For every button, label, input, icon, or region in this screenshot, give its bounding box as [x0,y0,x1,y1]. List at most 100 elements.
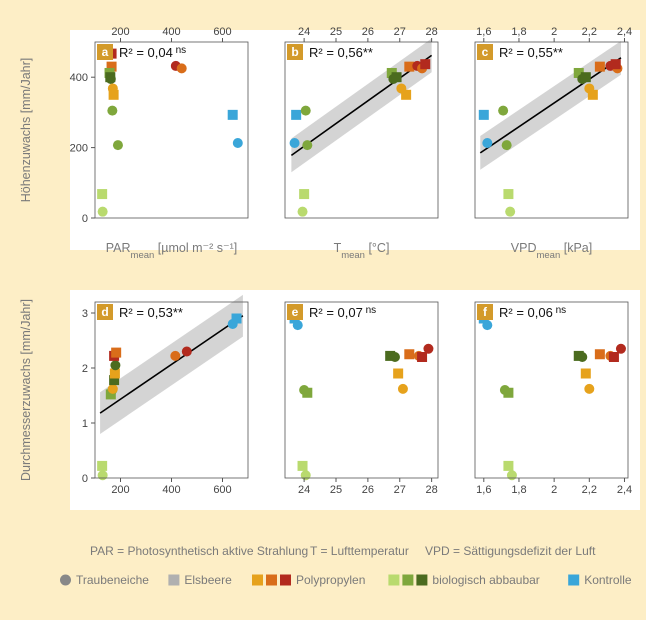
xtick: 2 [551,484,557,496]
xtick: 200 [111,26,129,38]
xtick: 2,4 [617,484,632,496]
point [611,59,621,69]
definition: T = Lufttemperatur [310,544,409,558]
panel-b: 2425262728Tmean [°C]bR² = 0,56** [260,26,450,261]
xtick: 400 [162,26,180,38]
xtick: 27 [394,484,406,496]
point [581,369,591,379]
legend-marker [416,575,427,586]
point [595,62,605,72]
xtick: 2 [551,26,557,38]
point [588,90,598,100]
point [113,140,123,150]
point [581,72,591,82]
ytick: 1 [82,418,88,430]
point [616,344,626,354]
y-label: Durchmesserzuwachs [mm/Jahr] [19,299,33,481]
legend-marker [388,575,399,586]
point [301,470,311,480]
legend-marker [568,575,579,586]
legend-marker [266,575,277,586]
point [507,470,517,480]
ytick: 2 [82,363,88,375]
panel-letter: e [292,305,299,319]
point [577,352,587,362]
xtick: 600 [213,484,231,496]
xtick: 2,4 [617,26,632,38]
ytick: 0 [82,213,88,225]
panel-c: 1,61,822,22,4VPDmean [kPa]Höhenzuwachs [… [450,26,646,261]
point [107,106,117,116]
point [106,74,116,84]
r2-text: R² = 0,56** [309,45,373,60]
legend-label: Elsbeere [184,573,232,587]
point [482,320,492,330]
legend-marker [168,575,179,586]
point [291,110,301,120]
point [298,461,308,471]
definitions-row: PAR = Photosynthetisch aktive StrahlungT… [90,544,596,558]
point [423,344,433,354]
y-label: Höhenzuwachs [mm/Jahr] [19,58,33,203]
panel-d: 0 1 2 3 200 400 600 Durchmesserzuwachs [mm/Jahr… [19,290,260,510]
definition: VPD = Sättigungsdefizit der Luft [425,544,596,558]
point [609,352,619,362]
point [228,110,238,120]
legend-label: Traubeneiche [76,573,149,587]
point [293,320,303,330]
xtick: 26 [362,26,374,38]
xtick: 25 [330,26,342,38]
xtick: 1,8 [511,26,526,38]
xtick: 24 [298,484,310,496]
point [401,90,411,100]
point [170,351,180,361]
panel-f: 1,61,822,22,4Durchmesserzuwachs [mm/Jahr… [450,290,646,510]
xtick: 2,2 [582,26,597,38]
point [398,384,408,394]
x-label: PARmean [µmol m⁻² s⁻¹] [106,241,237,261]
point [482,138,492,148]
legend-label: Polypropylen [296,573,365,587]
xtick: 24 [298,26,310,38]
xtick: 400 [162,484,180,496]
panel-a: 0200400200400600PARmean [µmol m⁻² s⁻¹]Hö… [19,26,260,261]
panel-letter: d [101,305,108,319]
legend: Traubeneiche Elsbeere Polypropylen biologis… [60,573,632,587]
point [177,63,187,73]
point [393,369,403,379]
legend-marker [60,575,71,586]
xtick: 28 [426,26,438,38]
ytick: 3 [82,308,88,320]
point [301,106,311,116]
r2-text: R² = 0,55** [499,45,563,60]
xtick: 26 [362,484,374,496]
xtick: 28 [426,484,438,496]
r2-text: R² = 0,53** [119,305,183,320]
point [498,106,508,116]
xtick: 200 [111,484,129,496]
point [420,59,430,69]
definition: PAR = Photosynthetisch aktive Strahlung [90,544,308,558]
legend-marker [280,575,291,586]
point [97,189,107,199]
point [392,72,402,82]
legend-marker [402,575,413,586]
point [299,189,309,199]
xtick: 27 [394,26,406,38]
ytick: 0 [82,473,88,485]
panel-letter: c [482,45,489,59]
point [97,461,107,471]
point [595,349,605,359]
panel-e: 2425262728eR² = 0,07 ns [260,290,450,510]
panel-letter: a [102,45,109,59]
point [479,110,489,120]
point [110,360,120,370]
point [298,207,308,217]
legend-marker [252,575,263,586]
panel-letter: b [291,45,298,59]
ytick: 400 [70,72,88,84]
point [108,384,118,394]
legend-label: biologisch abbaubar [432,573,539,587]
point [290,138,300,148]
legend-label: Kontrolle [584,573,632,587]
